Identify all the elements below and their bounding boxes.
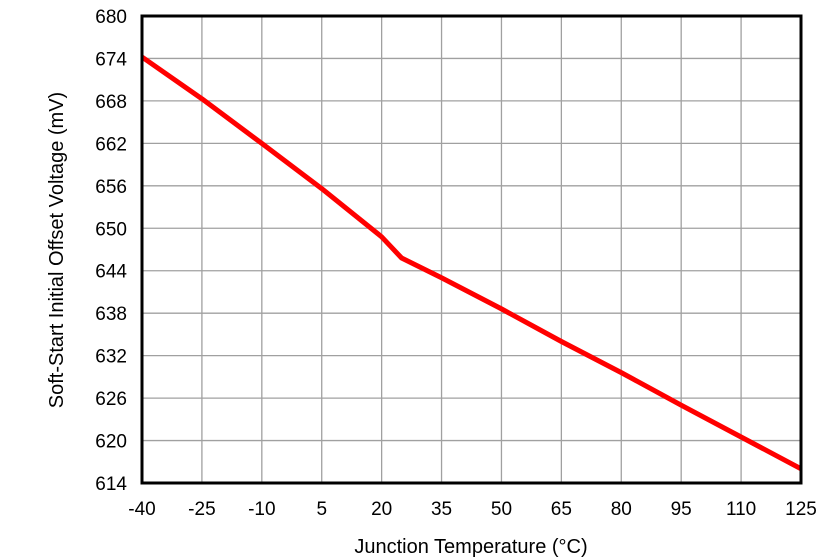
y-tick-label: 680 bbox=[95, 7, 127, 28]
x-tick-label: -40 bbox=[128, 499, 155, 520]
x-tick-label: 110 bbox=[726, 499, 756, 520]
x-tick-label: 80 bbox=[611, 499, 632, 520]
y-tick-label: 644 bbox=[95, 262, 127, 283]
x-axis-label: Junction Temperature (°C) bbox=[354, 536, 587, 558]
series-line bbox=[140, 54, 803, 472]
x-tick-label: 35 bbox=[431, 499, 452, 520]
y-axis-label: Soft-Start Initial Offset Voltage (mV) bbox=[46, 92, 68, 408]
data-series bbox=[140, 54, 803, 472]
y-tick-label: 626 bbox=[95, 389, 127, 410]
y-axis-ticks: 614 620 626 632 638 644 650 656 662 668 674 680 bbox=[95, 7, 127, 495]
y-tick-label: 638 bbox=[95, 304, 127, 325]
y-tick-label: 674 bbox=[95, 49, 127, 70]
x-tick-label: 5 bbox=[316, 499, 327, 520]
y-tick-label: 614 bbox=[95, 474, 127, 495]
x-tick-label: -10 bbox=[248, 499, 275, 520]
x-tick-label: 20 bbox=[371, 499, 392, 520]
y-tick-label: 650 bbox=[95, 219, 127, 240]
y-tick-label: 656 bbox=[95, 177, 127, 198]
x-tick-label: -25 bbox=[188, 499, 215, 520]
y-tick-label: 662 bbox=[95, 134, 127, 155]
plot-frame bbox=[140, 14, 803, 485]
x-axis-ticks: -40 -25 -10 5 20 35 50 65 80 95 110 125 bbox=[128, 499, 817, 520]
x-tick-label: 95 bbox=[671, 499, 692, 520]
x-tick-label: 125 bbox=[785, 499, 817, 520]
x-tick-label: 65 bbox=[551, 499, 572, 520]
y-tick-label: 632 bbox=[95, 347, 127, 368]
y-tick-label: 668 bbox=[95, 92, 127, 113]
y-tick-label: 620 bbox=[95, 432, 127, 453]
x-tick-label: 50 bbox=[491, 499, 512, 520]
grid-lines bbox=[142, 16, 801, 483]
